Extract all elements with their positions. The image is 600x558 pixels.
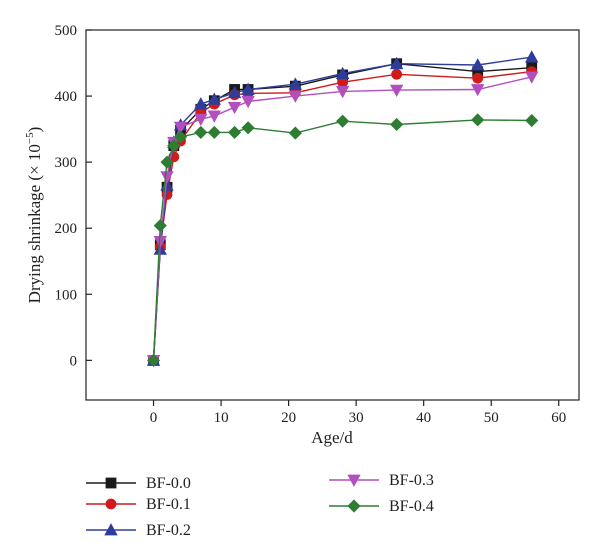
data-point [525, 71, 539, 84]
x-tick-label: 40 [416, 410, 431, 426]
series-line [152, 62, 532, 361]
data-point [525, 50, 539, 63]
legend-marker [104, 523, 118, 536]
x-axis-ticks: 0 10 20 30 40 50 60 [150, 400, 566, 426]
x-tick-label: 20 [281, 410, 296, 426]
data-point [241, 82, 255, 95]
legend-entry: BF-0.2 [86, 522, 191, 539]
data-point [160, 171, 174, 184]
data-point [194, 113, 208, 127]
data-point [153, 219, 167, 233]
x-axis-title: Age/d [311, 428, 353, 447]
y-axis-title: Drying shrinkage (× 10−5) [24, 127, 44, 304]
y-axis-title-close: ) [25, 127, 44, 133]
series-bf-0-4 [146, 113, 539, 367]
data-point [194, 125, 208, 139]
y-axis-title-main: Drying shrinkage (× 10 [25, 144, 44, 303]
legend-marker [347, 474, 361, 487]
data-point [389, 56, 404, 70]
data-point [391, 68, 403, 80]
x-tick-label: 30 [349, 410, 364, 426]
legend-label: BF-0.4 [389, 498, 434, 515]
data-point [228, 125, 242, 139]
x-tick-label: 10 [214, 410, 229, 426]
data-point [471, 58, 485, 71]
data-point [160, 155, 174, 169]
data-point [525, 113, 539, 128]
legend-marker [105, 498, 117, 510]
data-point [335, 86, 350, 99]
data-point [390, 117, 404, 132]
x-tick-label: 0 [150, 410, 158, 426]
data-point [471, 84, 485, 97]
data-point [207, 125, 221, 139]
data-point [173, 130, 188, 144]
legend-entry: BF-0.1 [86, 496, 191, 513]
legend-label: BF-0.2 [146, 522, 191, 539]
series-line [152, 76, 532, 361]
data-point [207, 92, 221, 105]
data-point [207, 110, 221, 123]
data-point [288, 77, 303, 90]
data-point [288, 126, 302, 140]
data-point [173, 121, 188, 134]
data-point [241, 121, 255, 135]
data-point [472, 72, 484, 84]
series-layer [146, 50, 539, 368]
y-tick-label: 400 [55, 89, 78, 105]
data-point [471, 113, 485, 127]
legend-entry: BF-0.4 [329, 498, 434, 515]
data-point [335, 66, 350, 80]
data-point [227, 85, 242, 99]
data-point [241, 95, 255, 109]
data-point [288, 90, 303, 103]
x-tick-label: 60 [551, 410, 566, 426]
legend-entry: BF-0.0 [86, 475, 191, 492]
series-bf-0-1 [148, 66, 538, 366]
y-tick-label: 100 [55, 287, 78, 303]
y-tick-label: 200 [55, 221, 78, 237]
data-point [167, 139, 181, 153]
series-bf-0-0 [148, 58, 538, 366]
legend-label: BF-0.0 [146, 475, 191, 492]
legend-label: BF-0.3 [389, 472, 434, 489]
y-tick-label: 0 [70, 353, 78, 369]
x-tick-label: 50 [484, 410, 499, 426]
y-axis-title-exponent: −5 [24, 132, 36, 144]
y-tick-label: 500 [55, 23, 78, 39]
data-point [227, 101, 242, 115]
legend-label: BF-0.1 [146, 496, 191, 513]
legend: BF-0.0 BF-0.1 BF-0.2 BF-0.3 BF-0.4 [86, 472, 434, 539]
legend-marker [105, 477, 117, 489]
data-point [389, 84, 404, 97]
plot-frame [85, 29, 580, 401]
y-tick-label: 300 [55, 155, 78, 171]
legend-marker [347, 499, 361, 513]
y-axis-ticks: 0 100 200 300 400 500 [55, 23, 92, 369]
data-point [194, 97, 208, 110]
series-line [152, 119, 532, 361]
data-point [146, 353, 161, 367]
data-point [336, 114, 350, 128]
legend-entry: BF-0.3 [329, 472, 434, 489]
